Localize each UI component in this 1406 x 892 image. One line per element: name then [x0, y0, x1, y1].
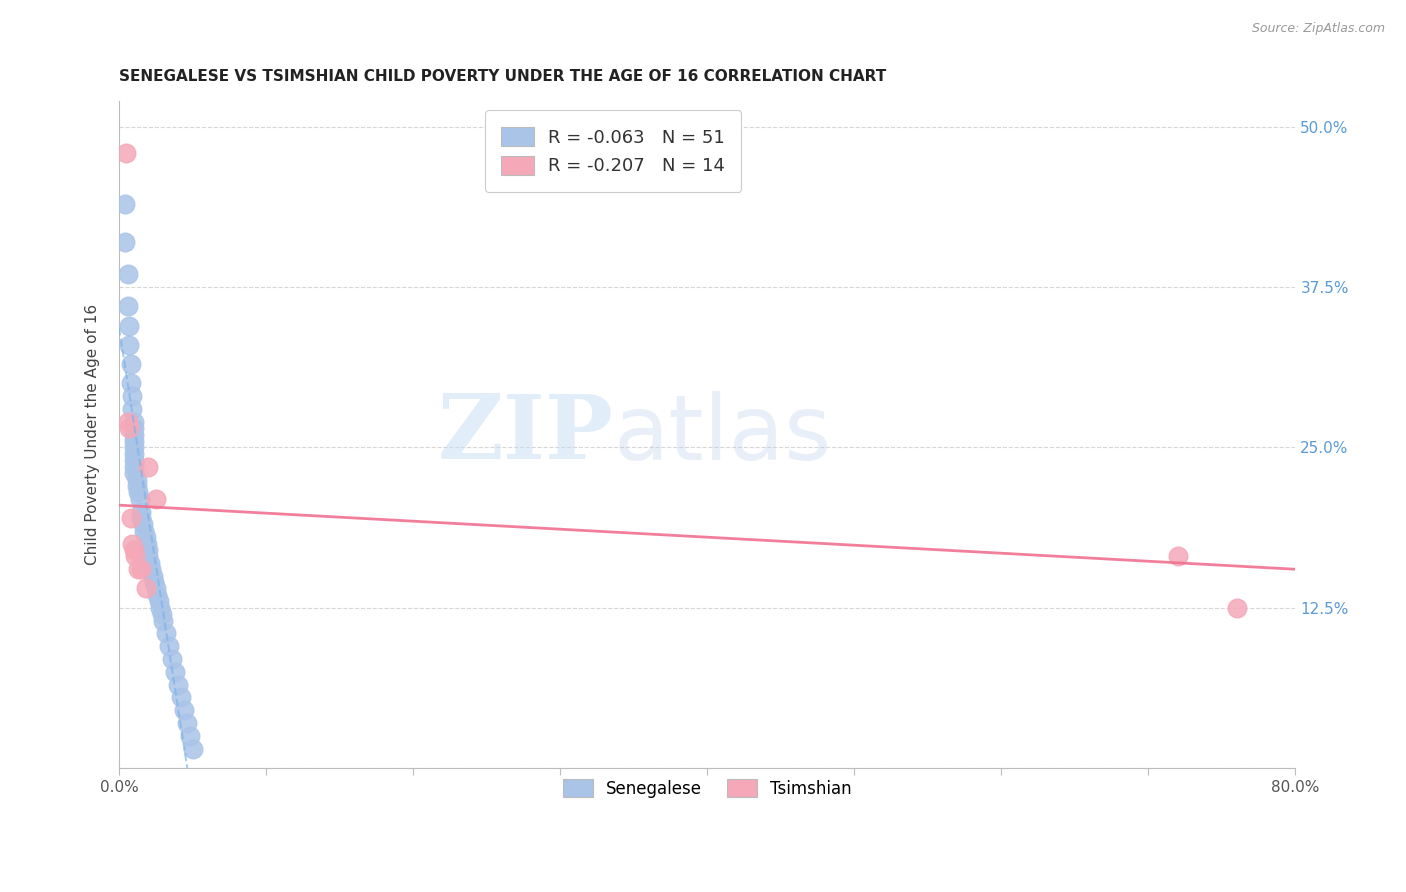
Point — [122, 466, 145, 480]
Point — [120, 511, 142, 525]
Point — [181, 741, 204, 756]
Point — [173, 703, 195, 717]
Point — [136, 536, 159, 550]
Point — [167, 678, 190, 692]
Point — [121, 536, 143, 550]
Point — [142, 568, 165, 582]
Point — [1167, 549, 1189, 564]
Point — [132, 524, 155, 538]
Legend: Senegalese, Tsimshian: Senegalese, Tsimshian — [547, 764, 868, 813]
Point — [118, 338, 141, 352]
Point — [131, 517, 153, 532]
Text: atlas: atlas — [613, 391, 831, 479]
Point — [149, 600, 172, 615]
Point — [134, 582, 156, 596]
Point — [120, 376, 142, 391]
Point — [160, 652, 183, 666]
Point — [114, 197, 136, 211]
Point — [122, 415, 145, 429]
Point — [122, 453, 145, 467]
Point — [138, 543, 160, 558]
Point — [163, 665, 186, 679]
Point — [157, 639, 180, 653]
Point — [152, 614, 174, 628]
Point — [155, 626, 177, 640]
Point — [121, 402, 143, 417]
Point — [138, 459, 160, 474]
Point — [122, 447, 145, 461]
Point — [148, 594, 170, 608]
Text: SENEGALESE VS TSIMSHIAN CHILD POVERTY UNDER THE AGE OF 16 CORRELATION CHART: SENEGALESE VS TSIMSHIAN CHILD POVERTY UN… — [120, 69, 886, 84]
Point — [125, 473, 148, 487]
Point — [179, 729, 201, 743]
Point — [170, 690, 193, 705]
Point — [122, 543, 145, 558]
Point — [124, 549, 146, 564]
Point — [117, 300, 139, 314]
Point — [115, 145, 138, 160]
Point — [128, 491, 150, 506]
Point — [129, 562, 152, 576]
Point — [118, 318, 141, 333]
Point — [176, 716, 198, 731]
Point — [129, 505, 152, 519]
Point — [145, 491, 167, 506]
Y-axis label: Child Poverty Under the Age of 16: Child Poverty Under the Age of 16 — [86, 304, 100, 566]
Text: ZIP: ZIP — [437, 392, 613, 478]
Point — [122, 441, 145, 455]
Point — [141, 562, 163, 576]
Point — [122, 434, 145, 448]
Point — [114, 235, 136, 250]
Point — [127, 485, 149, 500]
Point — [127, 562, 149, 576]
Point — [146, 588, 169, 602]
Point — [1226, 600, 1249, 615]
Point — [118, 421, 141, 435]
Point — [134, 530, 156, 544]
Point — [122, 421, 145, 435]
Text: Source: ZipAtlas.com: Source: ZipAtlas.com — [1251, 22, 1385, 36]
Point — [122, 459, 145, 474]
Point — [117, 415, 139, 429]
Point — [120, 357, 142, 371]
Point — [145, 582, 167, 596]
Point — [122, 427, 145, 442]
Point — [139, 556, 162, 570]
Point — [150, 607, 173, 621]
Point — [121, 389, 143, 403]
Point — [125, 479, 148, 493]
Point — [117, 268, 139, 282]
Point — [143, 575, 166, 590]
Point — [138, 549, 160, 564]
Point — [129, 511, 152, 525]
